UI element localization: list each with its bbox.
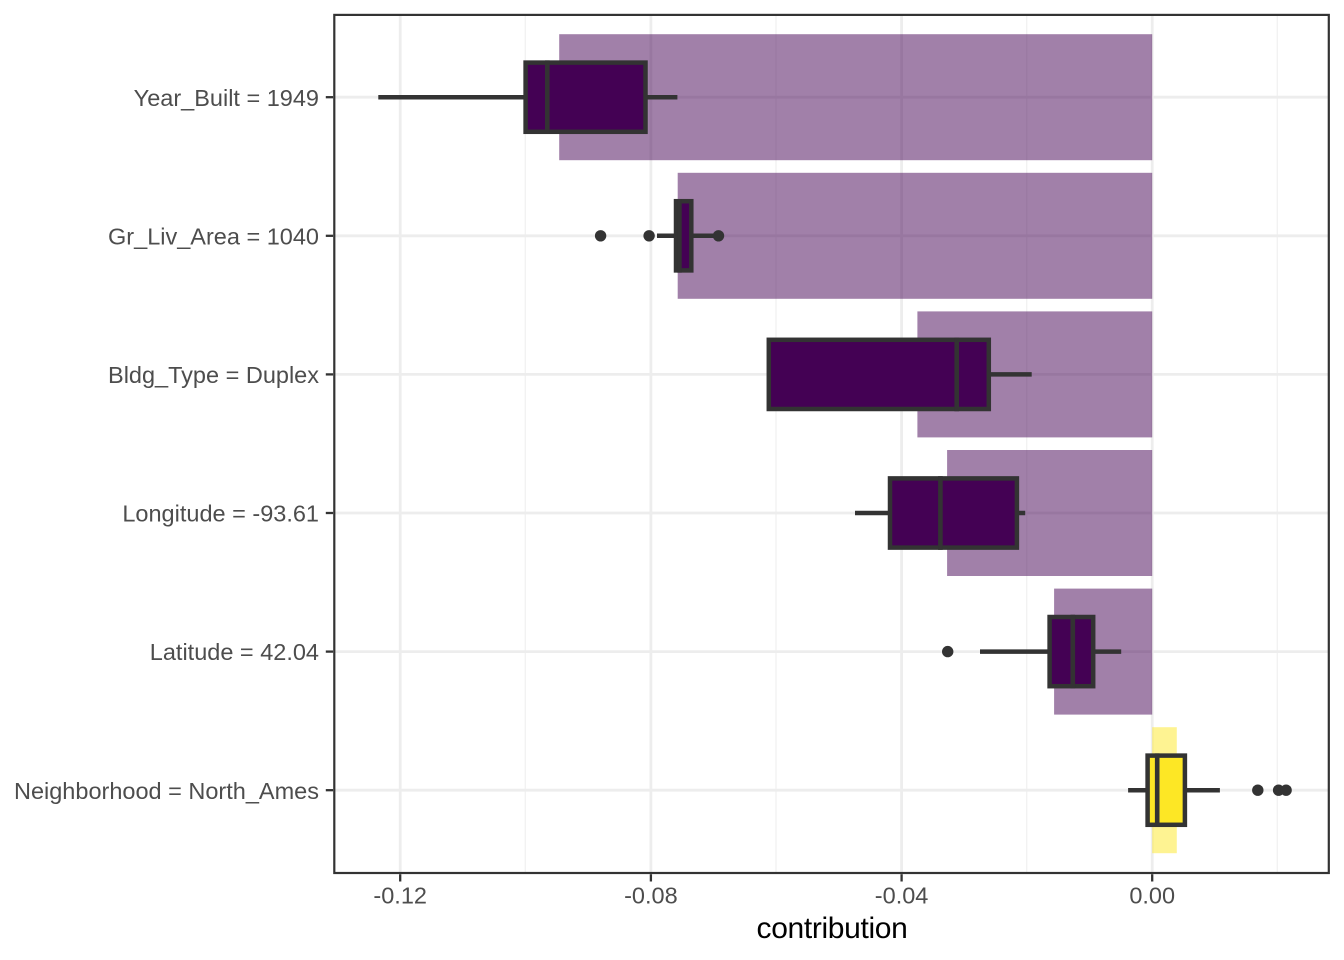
svg-text:Bldg_Type = Duplex: Bldg_Type = Duplex xyxy=(108,362,319,388)
svg-text:Neighborhood = North_Ames: Neighborhood = North_Ames xyxy=(14,778,319,804)
svg-text:contribution: contribution xyxy=(757,912,908,945)
svg-text:-0.04: -0.04 xyxy=(875,883,929,909)
svg-text:-0.08: -0.08 xyxy=(624,883,678,909)
svg-text:Longitude = -93.61: Longitude = -93.61 xyxy=(122,501,319,527)
svg-text:Year_Built = 1949: Year_Built = 1949 xyxy=(134,85,319,111)
svg-text:-0.12: -0.12 xyxy=(373,883,427,909)
svg-text:Latitude = 42.04: Latitude = 42.04 xyxy=(150,639,319,665)
svg-text:0.00: 0.00 xyxy=(1129,883,1175,909)
svg-text:Gr_Liv_Area = 1040: Gr_Liv_Area = 1040 xyxy=(108,223,319,249)
